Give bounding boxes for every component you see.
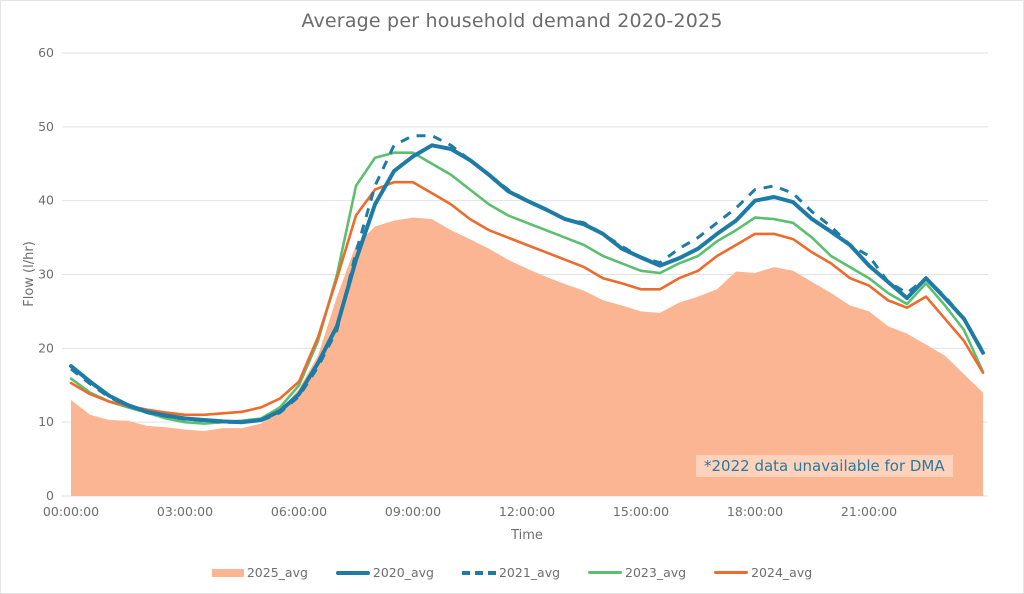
x-tick-label: 09:00:00 (385, 504, 441, 519)
lines-layer (69, 134, 985, 425)
y-tick-label: 40 (38, 193, 54, 208)
x-tick-labels: 00:00:00 03:00:00 06:00:00 09:00:00 12:00:00… (43, 504, 897, 519)
legend-label: 2025_avg (246, 565, 308, 580)
y-tick-label: 30 (38, 267, 54, 282)
legend-item-2020[interactable]: 2020_avg (335, 565, 434, 580)
legend-label: 2023_avg (625, 565, 687, 580)
y-axis-label: Flow (l/hr) (22, 241, 37, 307)
y-tick-label: 20 (38, 340, 54, 355)
annotation-note: *2022 data unavailable for DMA (696, 455, 953, 477)
y-tick-label: 0 (46, 488, 54, 503)
legend-swatch-2025 (211, 568, 244, 577)
area-layer (71, 217, 983, 496)
chart-title: Average per household demand 2020-2025 (301, 10, 723, 32)
legend-swatch-2023 (588, 571, 623, 574)
legend-label: 2021_avg (498, 565, 561, 580)
x-tick-label: 18:00:00 (727, 504, 783, 519)
legend-swatch-2020 (335, 570, 370, 575)
x-tick-label: 00:00:00 (43, 504, 99, 519)
legend-item-2024[interactable]: 2024_avg (714, 565, 812, 580)
series-2020-line (69, 143, 985, 425)
x-tick-label: 21:00:00 (841, 504, 897, 519)
x-tick-label: 15:00:00 (613, 504, 669, 519)
y-tick-label: 10 (38, 414, 54, 429)
y-tick-label: 50 (38, 119, 54, 134)
x-tick-label: 06:00:00 (271, 504, 327, 519)
y-tick-labels: 0 10 20 30 40 50 60 (38, 45, 54, 503)
series-2024-line (69, 180, 985, 417)
series-2025-area (71, 217, 983, 496)
legend-swatch-2021 (461, 570, 496, 575)
x-axis-label: Time (510, 528, 543, 543)
y-tick-label: 60 (38, 45, 54, 60)
legend-swatch-2024 (714, 571, 749, 574)
legend: 2025_avg 2020_avg 2021_avg 2023_avg 2024… (0, 565, 1024, 580)
legend-item-2025[interactable]: 2025_avg (211, 565, 308, 580)
legend-item-2023[interactable]: 2023_avg (588, 565, 686, 580)
legend-item-2021[interactable]: 2021_avg (461, 565, 561, 580)
x-tick-label: 03:00:00 (157, 504, 213, 519)
x-tick-label: 12:00:00 (499, 504, 555, 519)
legend-label: 2024_avg (751, 565, 813, 580)
legend-label: 2020_avg (372, 565, 434, 580)
